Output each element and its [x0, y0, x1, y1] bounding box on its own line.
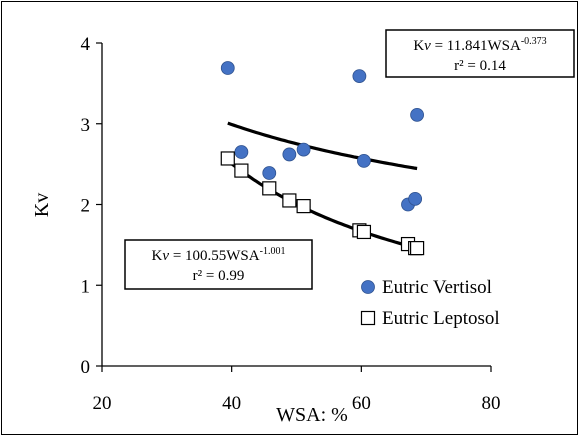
- r-squared-text: r² = 0.99: [193, 268, 245, 284]
- y-tick-label: 4: [81, 34, 91, 55]
- data-point-leptosol: [282, 193, 297, 208]
- equation-box-border: [124, 239, 313, 290]
- y-axis-title: Kv: [31, 193, 53, 217]
- x-axis-title: WSA: %: [276, 404, 348, 426]
- axes: [96, 42, 492, 372]
- y-tick-label: 3: [81, 115, 91, 136]
- x-tick-label: 80: [482, 393, 501, 414]
- legend-marker-vertisol: [361, 280, 375, 294]
- data-point-vertisol: [282, 147, 297, 162]
- data-point-leptosol: [296, 199, 311, 214]
- equation-text: Kv = 100.55WSA-1.001: [152, 246, 286, 264]
- data-point-vertisol: [262, 166, 277, 180]
- y-tick-label: 0: [81, 357, 91, 378]
- equation-box-border: [385, 29, 575, 78]
- equation-box-vertisol: Kv = 11.841WSA-0.373 r² = 0.14: [385, 29, 575, 78]
- data-point-vertisol: [234, 145, 249, 159]
- r-squared-text: r² = 0.14: [454, 58, 506, 74]
- equation-boxes: Kv = 11.841WSA-0.373 r² = 0.14 Kv = 100.55…: [124, 29, 575, 290]
- y-tick-label: 2: [81, 196, 91, 217]
- trendline-leptosol: [226, 159, 418, 250]
- equation-box-leptosol: Kv = 100.55WSA-1.001 r² = 0.99: [124, 239, 313, 290]
- data-point-leptosol: [234, 163, 249, 178]
- data-point-vertisol: [408, 191, 423, 206]
- data-point-leptosol: [262, 181, 277, 196]
- data-point-leptosol: [356, 224, 372, 240]
- legend-label: Eutric Vertisol: [382, 277, 492, 298]
- data-point-leptosol: [220, 151, 235, 166]
- data-points: [220, 61, 425, 256]
- data-point-leptosol: [409, 241, 425, 256]
- y-tick-label: 1: [81, 276, 91, 297]
- data-point-vertisol: [357, 153, 371, 168]
- legend: Eutric Vertisol Eutric Leptosol: [360, 277, 500, 329]
- data-point-vertisol: [296, 142, 311, 157]
- x-tick-label: 20: [93, 393, 112, 414]
- equation-text: Kv = 11.841WSA-0.373: [413, 36, 546, 54]
- data-point-vertisol: [352, 69, 367, 84]
- x-tick-label: 40: [222, 393, 241, 414]
- trendline-vertisol: [227, 121, 418, 171]
- trendlines: [226, 121, 418, 250]
- tick-labels: 0 1 2 3 4 20 40 60 80: [81, 34, 501, 414]
- legend-marker-leptosol: [360, 310, 376, 326]
- x-tick-label: 60: [352, 393, 371, 414]
- data-point-vertisol: [410, 107, 424, 122]
- legend-label: Eutric Leptosol: [382, 308, 500, 329]
- data-point-vertisol: [220, 61, 235, 75]
